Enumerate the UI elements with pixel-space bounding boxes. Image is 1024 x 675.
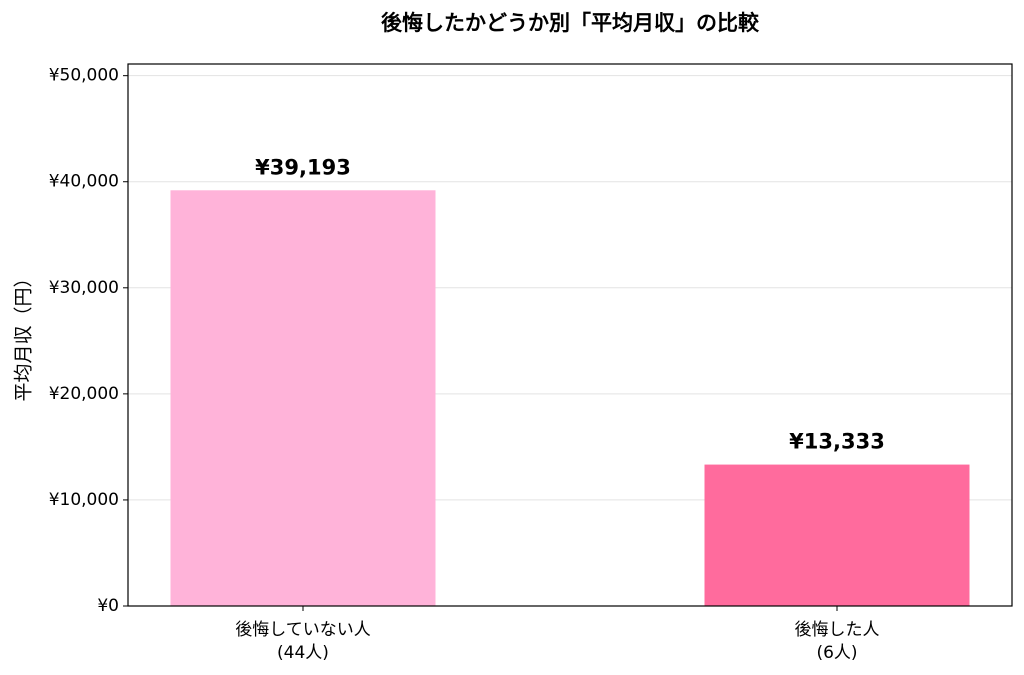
bar <box>704 464 970 606</box>
y-tick-label: ¥30,000 <box>49 278 119 298</box>
plot-frame <box>127 63 1013 607</box>
y-axis-label: 平均月収（円） <box>13 268 35 401</box>
y-tick-label: ¥10,000 <box>49 490 119 510</box>
x-tick-label: 後悔していない人 <box>235 620 371 640</box>
y-tick-label: ¥20,000 <box>49 384 119 404</box>
y-tick-label: ¥40,000 <box>49 172 119 192</box>
y-tick-label: ¥50,000 <box>49 66 119 86</box>
y-tick-label: ¥0 <box>97 596 119 616</box>
bar <box>170 190 436 606</box>
x-tick-label: (6人) <box>816 643 857 663</box>
x-tick-label: (44人) <box>277 643 329 663</box>
value-label: ¥39,193 <box>255 155 351 179</box>
x-tick-label: 後悔した人 <box>795 620 880 640</box>
chart-title: 後悔したかどうか別「平均月収」の比較 <box>381 11 760 35</box>
value-label: ¥13,333 <box>789 430 885 454</box>
